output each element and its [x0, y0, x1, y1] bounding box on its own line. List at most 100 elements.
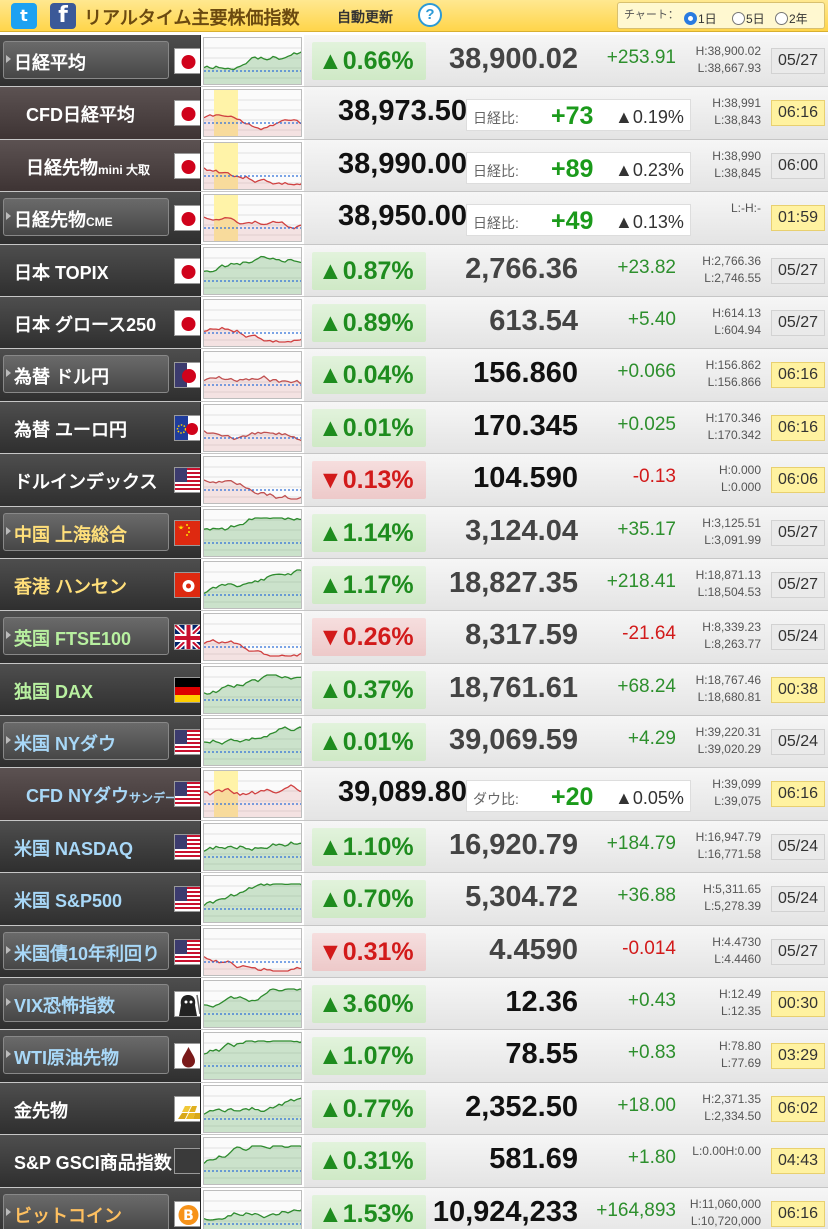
expand-arrow-icon[interactable] — [6, 1050, 11, 1059]
facebook-icon[interactable]: f — [50, 3, 76, 29]
us-flag-icon — [174, 729, 200, 756]
index-name-cell[interactable]: ビットコイン B — [0, 1187, 201, 1229]
intraday-chart[interactable] — [203, 37, 302, 85]
index-name: ビットコイン — [14, 1202, 122, 1228]
intraday-chart[interactable] — [203, 1137, 302, 1186]
index-name: 香港 ハンセン — [14, 573, 127, 599]
index-name-cell[interactable]: 日経平均 — [0, 35, 201, 87]
expand-arrow-icon[interactable] — [6, 631, 11, 640]
intraday-chart[interactable] — [203, 822, 302, 871]
radio-5day[interactable]: 5日 — [732, 10, 765, 27]
intraday-chart[interactable] — [203, 89, 302, 138]
index-row: S&P GSCI商品指数 ▲0.31% 581.69 +1.80 L:0.00H:0.0… — [0, 1135, 828, 1188]
index-name-button[interactable] — [3, 1193, 169, 1229]
high-low: H:2,371.35 L:2,334.50 — [702, 1091, 761, 1125]
index-name-cell: CFD日経平均 — [0, 87, 201, 139]
comparison-label: ダウ比: — [473, 791, 519, 808]
index-name: 金先物 — [14, 1097, 68, 1123]
index-name-cell: 為替 ユーロ円 — [0, 401, 201, 454]
twitter-icon[interactable]: t — [11, 3, 37, 29]
intraday-chart[interactable] — [203, 927, 302, 976]
index-name-main: S&P GSCI商品指数 — [14, 1153, 172, 1174]
index-name-button[interactable] — [3, 617, 169, 656]
percent-change-badge: ▲0.89% — [312, 303, 426, 342]
price-value: 12.36 — [505, 986, 578, 1019]
index-name-button[interactable] — [3, 722, 169, 761]
comparison-box: ダウ比: +20 ▲0.05% — [466, 780, 691, 813]
intraday-chart[interactable] — [203, 508, 302, 557]
index-name-button[interactable] — [3, 512, 169, 551]
intraday-chart[interactable] — [203, 194, 302, 243]
index-name-button[interactable] — [3, 198, 169, 237]
index-name-button[interactable] — [3, 355, 169, 394]
index-name-cell[interactable]: 為替 ドル円 — [0, 349, 201, 401]
index-name-cell[interactable]: 日経先物CME — [0, 192, 201, 244]
radio-2year[interactable]: 2年 — [775, 10, 808, 27]
index-name-cell[interactable]: 米国債10年利回り — [0, 925, 201, 978]
comparison-label: 日経比: — [473, 162, 519, 179]
expand-arrow-icon[interactable] — [6, 736, 11, 745]
price-value: 39,069.59 — [448, 724, 578, 757]
index-name-main: 米国 NYダウ — [14, 734, 117, 755]
index-name-button[interactable] — [3, 41, 169, 79]
radio-1day-dot[interactable] — [684, 12, 697, 25]
intraday-chart[interactable] — [203, 141, 302, 190]
radio-5day-dot[interactable] — [732, 12, 745, 25]
index-row: 独国 DAX ▲0.37% 18,761.61 +68.24 H:18,767.46 L:… — [0, 663, 828, 717]
intraday-chart[interactable] — [203, 351, 302, 400]
intraday-chart[interactable] — [203, 718, 302, 767]
intraday-chart[interactable] — [203, 298, 302, 347]
expand-arrow-icon[interactable] — [6, 526, 11, 535]
index-name-button[interactable] — [3, 1036, 169, 1075]
radio-1day[interactable]: 1日 — [684, 10, 717, 27]
index-name-cell[interactable]: VIX恐怖指数 — [0, 978, 201, 1030]
intraday-chart[interactable] — [203, 770, 302, 819]
index-name-cell[interactable]: WTI原油先物 — [0, 1030, 201, 1082]
intraday-chart[interactable] — [203, 1032, 302, 1081]
index-name-cell: 米国 S&P500 — [0, 873, 201, 925]
comparison-value: +73 — [551, 102, 594, 131]
intraday-chart[interactable] — [203, 246, 302, 295]
intraday-chart[interactable] — [203, 613, 302, 662]
expand-arrow-icon[interactable] — [6, 212, 11, 221]
intraday-chart[interactable] — [203, 875, 302, 924]
intraday-chart[interactable] — [203, 980, 302, 1029]
intraday-chart[interactable] — [203, 1084, 302, 1133]
radio-2year-dot[interactable] — [775, 12, 788, 25]
help-icon[interactable]: ? — [418, 3, 442, 27]
index-row: 為替 ユーロ円 ▲0.01% 170.345 +0.025 H:170.346 L:170… — [0, 401, 828, 455]
index-name-suffix: mini 大取 — [98, 162, 151, 177]
comparison-percent: ▲0.19% — [615, 107, 684, 128]
comparison-percent: ▲0.05% — [615, 788, 684, 809]
intraday-chart[interactable] — [203, 560, 302, 609]
expand-arrow-icon[interactable] — [6, 369, 11, 378]
index-values: 38,973.50 日経比: +73 ▲0.19% H:38,991 L:38,843 06… — [304, 87, 828, 139]
index-name-main: ビットコイン — [14, 1205, 122, 1226]
index-name-cell[interactable]: 英国 FTSE100 — [0, 611, 201, 663]
intraday-chart[interactable] — [203, 665, 302, 714]
usjp-flag-icon — [174, 362, 200, 389]
update-time: 05/27 — [771, 48, 825, 74]
index-row: 日本 グロース250 ▲0.89% 613.54 +5.40 H:614.13 L:604… — [0, 296, 828, 350]
index-name-main: 日本 グロース250 — [14, 314, 157, 335]
intraday-chart[interactable] — [203, 1189, 302, 1229]
expand-arrow-icon[interactable] — [6, 55, 11, 63]
update-time: 05/24 — [771, 624, 825, 651]
index-name-button[interactable] — [3, 984, 169, 1023]
intraday-chart[interactable] — [203, 456, 302, 505]
index-name-button[interactable] — [3, 931, 169, 970]
high-value: L:0.00H:0.00 — [692, 1144, 761, 1159]
index-name-cell[interactable]: 中国 上海総合 — [0, 506, 201, 558]
intraday-chart[interactable] — [203, 403, 302, 452]
high-low: H:38,900.02 L:38,667.93 — [696, 43, 761, 77]
index-name: CFD日経平均 — [26, 101, 135, 127]
index-name-cell[interactable]: 米国 NYダウ — [0, 716, 201, 768]
expand-arrow-icon[interactable] — [6, 945, 11, 954]
update-time: 05/24 — [771, 729, 825, 756]
expand-arrow-icon[interactable] — [6, 1207, 11, 1216]
high-low: H:8,339.23 L:8,263.77 — [702, 619, 761, 653]
svg-text:B: B — [183, 1208, 194, 1224]
change-value: +36.88 — [617, 885, 676, 907]
expand-arrow-icon[interactable] — [6, 998, 11, 1007]
index-name-cell: 日本 グロース250 — [0, 296, 201, 349]
